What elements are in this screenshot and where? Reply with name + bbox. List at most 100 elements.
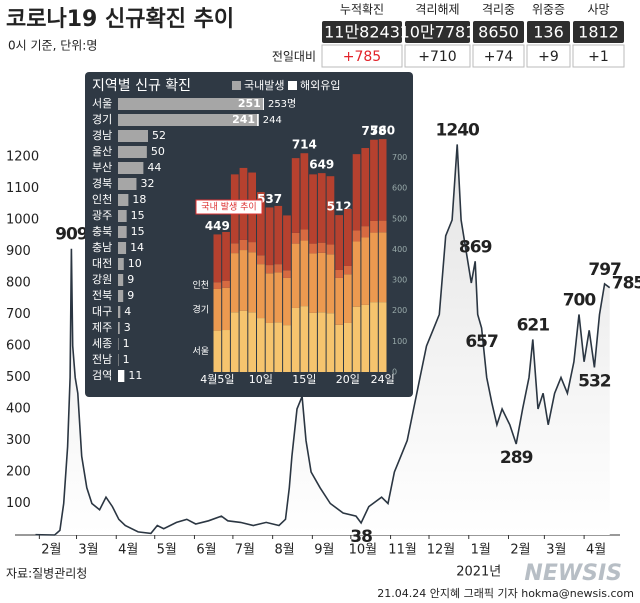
change-box — [321, 44, 403, 68]
stat-box — [405, 21, 470, 43]
y-tick-label: 400 — [392, 245, 407, 254]
y-tick-label: 300 — [6, 433, 31, 448]
x-tick-label: 24일 — [371, 372, 395, 386]
category-label: 경북 — [92, 177, 112, 190]
bar-segment — [283, 270, 291, 278]
category-label: 충남 — [92, 241, 112, 254]
category-label: 제주 — [92, 321, 112, 334]
annotation: 38 — [350, 527, 372, 547]
bar-segment — [222, 280, 230, 288]
value-label: 44 — [147, 161, 161, 174]
bar-segment — [326, 313, 335, 372]
bar — [118, 178, 137, 190]
bar-segment — [335, 324, 343, 372]
x-tick-label: 1월 — [471, 543, 491, 558]
x-tick-label: 11월 — [388, 543, 417, 558]
bar — [118, 114, 258, 126]
category-label: 경기 — [92, 113, 112, 126]
stat-change: +74 — [484, 49, 514, 65]
annotation: 797 — [588, 260, 621, 280]
bar-segment — [265, 322, 274, 372]
x-tick-label: 12월 — [427, 543, 456, 558]
category-label: 전남 — [92, 353, 112, 366]
y-tick-label: 600 — [6, 339, 31, 354]
bar-segment — [309, 174, 317, 244]
value-label: 14 — [130, 241, 144, 254]
bar — [118, 322, 120, 334]
stat-value: 10만7781 — [400, 23, 476, 42]
bar-segment — [291, 307, 300, 372]
bar-segment — [213, 234, 222, 283]
source: 자료:질병관리청 — [6, 567, 87, 581]
change-box — [472, 44, 525, 68]
stat-value: 1812 — [578, 23, 619, 42]
value-label: 32 — [140, 177, 154, 190]
change-box — [526, 44, 571, 68]
bar — [262, 98, 264, 110]
bar-segment — [326, 244, 335, 255]
subtitle: 0시 기준, 단위:명 — [8, 39, 97, 53]
series-label: 경기 — [192, 303, 209, 315]
category-label: 세종 — [92, 337, 112, 350]
y-tick-label: 500 — [392, 214, 407, 223]
category-label: 부산 — [92, 161, 112, 174]
annotation: 657 — [465, 332, 498, 352]
bar-segment — [291, 232, 300, 244]
y-tick-label: 600 — [392, 184, 407, 193]
y-tick-label: 1200 — [6, 150, 39, 165]
bar-segment — [257, 318, 265, 372]
bar — [118, 194, 129, 206]
x-tick-label: 7월 — [235, 543, 255, 558]
bar-segment — [378, 220, 387, 233]
value-label: 11 — [128, 369, 142, 382]
stat-box — [473, 21, 524, 43]
bar-segment — [378, 302, 387, 372]
bar-segment — [309, 312, 317, 372]
value-label: 251 — [238, 97, 261, 110]
bar — [118, 354, 119, 366]
value-label: 1 — [123, 337, 130, 350]
value-label: 50 — [151, 145, 165, 158]
value-label: 9 — [127, 273, 134, 286]
legend-swatch — [288, 81, 297, 90]
line — [35, 144, 611, 536]
stat-value: 11만8243 — [324, 23, 400, 42]
bar-segment — [248, 252, 256, 313]
change-box — [572, 44, 625, 68]
bar-segment — [283, 215, 291, 271]
bar — [118, 242, 127, 254]
stats: 누적확진 11만8243 +785 격리해제 10만7781 +710 격리중 8650 +74… — [272, 3, 625, 68]
bar-segment — [326, 254, 335, 314]
bar-segment — [344, 322, 352, 372]
x-tick-label: 3월 — [78, 543, 98, 558]
y-tick-label: 1100 — [6, 181, 39, 196]
y-tick-label: 300 — [392, 276, 407, 285]
bar-segment — [230, 312, 239, 372]
bar-segment — [352, 241, 361, 307]
value-label: 4 — [124, 305, 131, 318]
bar-segment — [335, 277, 343, 325]
category-label: 강원 — [92, 273, 112, 286]
y-tick-label: 1000 — [6, 213, 39, 228]
main-chart: 1002003004005006007008009001000110012002… — [6, 120, 640, 579]
x-tick-label: 4월 — [586, 543, 606, 558]
bar-segment — [300, 306, 309, 372]
x-tick-label: 6월 — [196, 543, 216, 558]
x-tick-label: 4월 — [118, 543, 138, 558]
category-label: 충북 — [92, 225, 112, 238]
bar-segment — [265, 273, 274, 323]
bar-segment — [274, 205, 283, 265]
x-tick-label: 5월 — [157, 543, 177, 558]
bar-segment — [352, 230, 361, 242]
bar-segment — [361, 226, 370, 238]
inset-title: 지역별 신규 확진 — [92, 78, 191, 94]
bar-segment — [239, 310, 248, 372]
bar-segment — [274, 272, 283, 323]
category-label: 경남 — [92, 129, 112, 142]
value-label: 52 — [152, 129, 166, 142]
bar-segment — [265, 207, 274, 266]
bar-segment — [213, 282, 222, 289]
bar-segment — [274, 322, 283, 372]
stat-box — [322, 21, 402, 43]
